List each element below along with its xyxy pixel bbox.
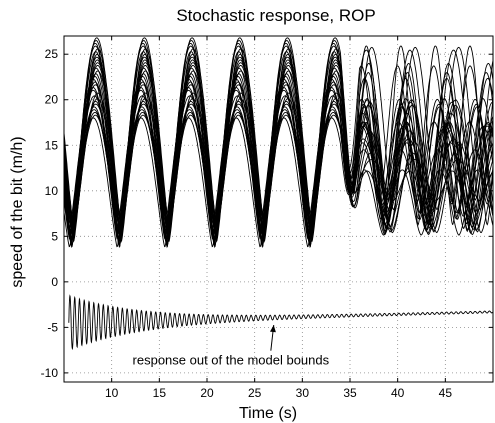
ensemble-series-line [63,46,494,233]
x-axis-label: Time (s) [239,405,297,422]
x-tick-label: 40 [391,386,405,400]
y-tick-label: 0 [51,275,58,289]
annotation-arrow-head [270,325,276,333]
divergent-series-line [68,294,494,351]
ensemble-series-line [63,48,494,232]
y-tick-label: 15 [45,138,59,152]
y-tick-label: 20 [45,93,59,107]
series-layer [63,37,494,351]
y-tick-label: 5 [51,229,58,243]
chart-title: Stochastic response, ROP [176,6,375,25]
ensemble-series-line [63,51,494,248]
ensemble-series-line [63,103,494,240]
annotation-layer: response out of the model bounds [133,324,330,368]
y-tick-label: -5 [47,320,58,334]
x-tick-label: 30 [296,386,310,400]
ensemble-series-line [63,59,494,243]
x-tick-label: 45 [439,386,453,400]
x-tick-label: 35 [343,386,357,400]
x-tick-label: 20 [200,386,214,400]
y-axis-label: speed of the bit (m/h) [9,136,26,287]
ensemble-series-line [63,37,494,239]
plot-frame [63,35,494,383]
y-tick-label: 10 [45,184,59,198]
axes-layer: 10 15 20 25 30 35 40 45 -10 -5 0 5 10 15 20 25 [41,35,494,400]
x-tick-label: 10 [105,386,119,400]
x-tick-label: 25 [248,386,262,400]
y-tick-label: -10 [41,366,59,380]
x-tick-label: 15 [153,386,167,400]
annotation-label: response out of the model bounds [133,353,330,368]
y-tick-label: 25 [45,47,59,61]
